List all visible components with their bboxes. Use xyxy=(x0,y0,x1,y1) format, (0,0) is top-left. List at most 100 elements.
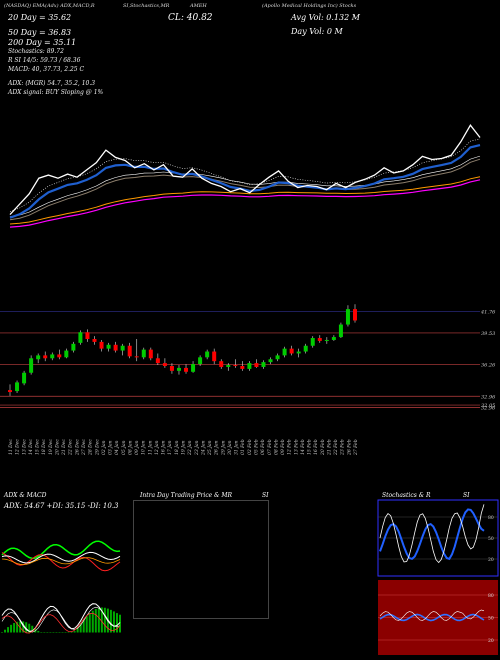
ema-dotted-line xyxy=(9,138,481,212)
date-tick-label: 29 Dec xyxy=(94,439,100,456)
date-tick-label: 27 Feb xyxy=(353,439,359,456)
date-tick-label: 20 Dec xyxy=(54,439,60,456)
macd-histogram-bar xyxy=(76,627,79,633)
macd-histogram-bar xyxy=(91,610,94,633)
price-level-label: 32.96 xyxy=(481,405,496,411)
date-tick-label: 30 Jan xyxy=(227,440,233,455)
macd-histogram-bar xyxy=(100,607,103,633)
macd-histogram-bar xyxy=(79,623,82,633)
adx-orange-line xyxy=(1,557,121,566)
macd-histogram-bar xyxy=(119,614,121,633)
ema200-label: 200 Day = 35.11 xyxy=(8,38,77,47)
date-tick-label: 02 Feb xyxy=(247,439,253,455)
date-tick-label: 22 Jan xyxy=(187,440,193,456)
candle-body xyxy=(191,364,196,372)
macd-histogram-bar xyxy=(4,629,7,633)
date-tick-label: 26 Dec xyxy=(74,439,80,456)
candle-body xyxy=(162,363,167,366)
candle-body xyxy=(134,356,139,358)
date-tick-label: 19 Jan xyxy=(181,440,187,455)
macd-histogram-bar xyxy=(97,607,100,633)
candle-body xyxy=(303,345,308,352)
stoch-level-label: 20 xyxy=(488,557,494,563)
candle-body xyxy=(205,351,210,358)
date-tick-label: 02 Jan xyxy=(101,440,107,455)
candle-body xyxy=(113,344,118,351)
candle-body xyxy=(338,324,343,338)
candle-body xyxy=(289,348,294,354)
date-tick-label: 05 Feb xyxy=(254,439,260,455)
adx-panel-values: ADX: 54.67 +DI: 35.15 -DI: 10.3 xyxy=(4,502,119,510)
macd-histogram-bar xyxy=(49,632,52,633)
candle-body xyxy=(282,348,287,356)
title-left: (NASDAQ) EMA(Adx) ADX,MACD,R xyxy=(4,3,95,9)
ema-orange-line xyxy=(9,176,481,225)
candle-body xyxy=(8,390,12,393)
date-tick-label: 13 Dec xyxy=(21,439,27,455)
candle-body xyxy=(78,332,83,343)
day-vol-label: Day Vol: 0 M xyxy=(291,27,343,36)
date-tick-label: 09 Jan xyxy=(134,440,140,455)
date-tick-label: 21 Dec xyxy=(61,439,67,456)
candle-body xyxy=(15,382,20,392)
date-tick-label: 26 Jan xyxy=(214,440,220,456)
ema20-label: 20 Day = 35.62 xyxy=(8,13,72,22)
candle-body xyxy=(331,337,336,340)
date-tick-label: 26 Feb xyxy=(346,439,352,456)
macd-histogram-bar xyxy=(85,616,88,633)
date-tick-label: 12 Dec xyxy=(15,439,21,455)
date-tick-label: 08 Jan xyxy=(127,440,133,455)
candle-body xyxy=(155,358,160,364)
candle-body xyxy=(275,355,280,360)
candle-body xyxy=(176,367,181,371)
plus-di-line xyxy=(1,540,121,560)
candle-body xyxy=(317,338,322,341)
date-tick-label: 31 Jan xyxy=(234,440,240,455)
candle-body xyxy=(296,351,301,354)
candle-body xyxy=(43,355,48,359)
price-level-label: 36.26 xyxy=(481,362,496,368)
stoch-k-line xyxy=(379,504,485,564)
price-level-label: 32.96 xyxy=(481,394,496,400)
stoch-panel-title: Stochastics & R xyxy=(382,492,431,499)
price-line xyxy=(9,124,481,216)
date-tick-label: 08 Feb xyxy=(273,439,279,455)
date-tick-label: 23 Feb xyxy=(340,439,346,456)
macd-histogram-bar xyxy=(103,607,106,633)
title-company: (Apollo Medical Holdings Inc) Stocks xyxy=(262,3,357,9)
candle-body xyxy=(268,359,273,363)
macd-histogram-bar xyxy=(1,632,3,633)
macd-histogram-bar xyxy=(16,621,19,633)
date-tick-label: 11 Dec xyxy=(8,439,14,455)
candle-body xyxy=(29,358,34,373)
candle-body xyxy=(226,365,231,367)
macd-histogram-bar xyxy=(115,613,118,633)
macd-histogram-bar xyxy=(22,621,25,633)
candle-body xyxy=(127,345,132,357)
intraday-panel-si: SI xyxy=(262,492,269,499)
date-tick-label: 12 Feb xyxy=(287,439,293,455)
date-tick-label: 09 Feb xyxy=(280,439,286,455)
rsi-level-label: 50 xyxy=(488,616,494,622)
date-tick-label: 15 Feb xyxy=(307,439,313,455)
date-tick-label: 18 Dec xyxy=(41,439,47,455)
adx-line xyxy=(1,551,121,564)
candle-body xyxy=(22,372,27,384)
macd-histogram-bar xyxy=(19,621,22,633)
minus-di-line xyxy=(1,552,121,572)
macd-histogram-bar xyxy=(109,609,112,633)
candle-body xyxy=(169,366,174,371)
candle-body xyxy=(247,363,252,369)
candle-body xyxy=(120,345,125,351)
date-tick-label: 14 Dec xyxy=(28,439,34,455)
date-tick-label: 05 Jan xyxy=(121,440,127,455)
macd-histogram-bar xyxy=(64,632,67,633)
date-tick-label: 22 Dec xyxy=(68,439,74,456)
stoch-level-label: 50 xyxy=(488,536,494,542)
ema50-label: 50 Day = 36.83 xyxy=(8,28,72,37)
candle-body xyxy=(85,332,90,339)
macd-histogram-bar xyxy=(10,624,13,633)
macd-histogram-bar xyxy=(61,632,64,633)
candle-body xyxy=(106,344,111,349)
